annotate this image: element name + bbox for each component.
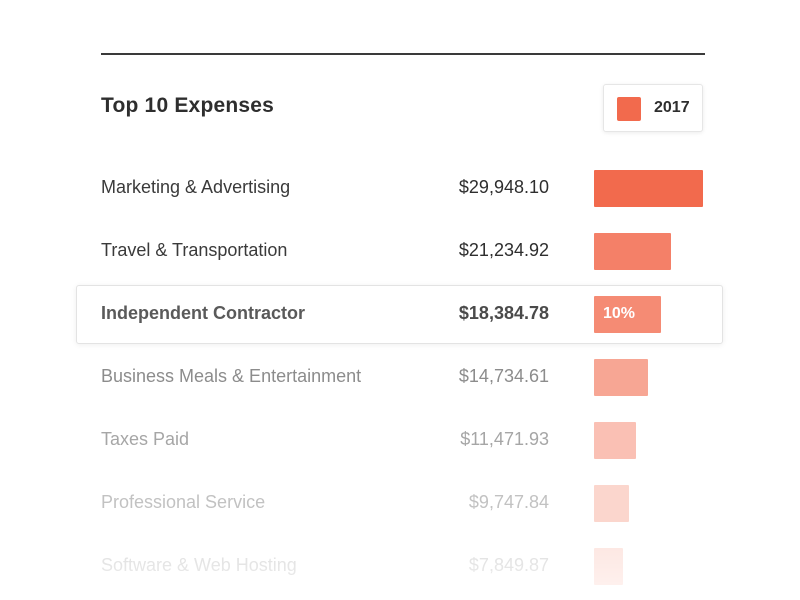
- expense-bar[interactable]: 10%: [594, 296, 661, 333]
- value-label: $11,471.93: [460, 429, 549, 449]
- value-label: $18,384.78: [458, 303, 549, 323]
- value-label: $29,948.10: [458, 177, 549, 197]
- value-label: $9,747.84: [468, 492, 549, 512]
- table-row[interactable]: Business Meals & Entertainment $14,734.61: [0, 359, 800, 396]
- category-label: Independent Contractor: [101, 303, 306, 323]
- legend-label: 2017: [654, 99, 690, 116]
- category-label: Taxes Paid: [101, 429, 190, 449]
- value-label: $7,849.87: [468, 555, 549, 575]
- category-label: Software & Web Hosting: [101, 555, 297, 575]
- expense-bar[interactable]: [594, 422, 636, 459]
- legend[interactable]: 2017: [603, 84, 703, 132]
- table-row[interactable]: Taxes Paid $11,471.93: [0, 422, 800, 459]
- table-row[interactable]: Software & Web Hosting $7,849.87: [0, 548, 800, 585]
- table-row[interactable]: Professional Service $9,747.84: [0, 485, 800, 522]
- category-label: Professional Service: [101, 492, 266, 512]
- bar-percent-label: 10%: [603, 305, 636, 322]
- chart-title: Top 10 Expenses: [101, 94, 275, 117]
- table-row[interactable]: Travel & Transportation $21,234.92: [0, 233, 800, 270]
- expense-bar[interactable]: [594, 233, 671, 270]
- table-row[interactable]: Independent Contractor $18,384.78 10%: [0, 296, 800, 333]
- expense-bar[interactable]: [594, 548, 623, 585]
- value-label: $14,734.61: [458, 366, 549, 386]
- value-label: $21,234.92: [458, 240, 549, 260]
- expense-bar[interactable]: [594, 359, 648, 396]
- top-divider: [101, 53, 705, 55]
- legend-swatch: [617, 97, 641, 121]
- expense-bar[interactable]: [594, 170, 703, 207]
- category-label: Business Meals & Entertainment: [101, 366, 362, 386]
- category-label: Travel & Transportation: [101, 240, 288, 260]
- table-row[interactable]: Marketing & Advertising $29,948.10: [0, 170, 800, 207]
- category-label: Marketing & Advertising: [101, 177, 291, 197]
- expense-bar[interactable]: [594, 485, 629, 522]
